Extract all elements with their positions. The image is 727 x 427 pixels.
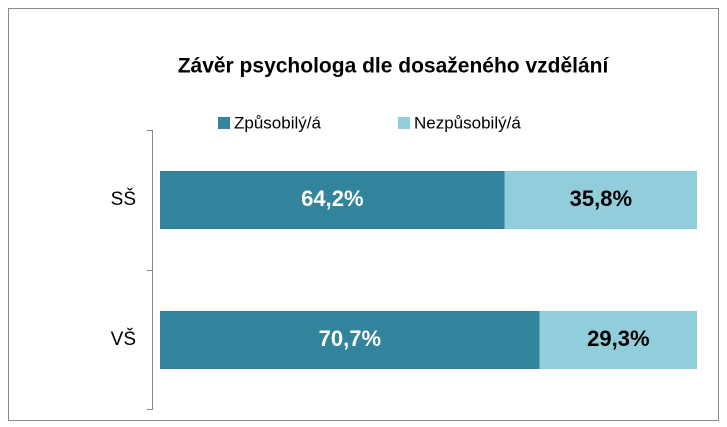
category-axis <box>147 130 153 410</box>
bar-segment <box>504 171 697 229</box>
data-label: 29,3% <box>587 326 649 351</box>
bar-segment <box>160 311 540 369</box>
data-label: 64,2% <box>301 186 363 211</box>
legend-label: Nezpůsobilý/á <box>414 113 521 132</box>
legend-swatch <box>398 117 410 129</box>
bar-segment <box>539 311 697 369</box>
y-tick-label: VŠ <box>111 328 136 350</box>
data-label: 70,7% <box>319 326 381 351</box>
legend-label: Způsobilý/á <box>234 113 321 132</box>
chart-title: Závěr psychologa dle dosaženého vzdělání <box>178 55 610 78</box>
data-label: 35,8% <box>570 186 632 211</box>
legend-swatch <box>218 117 230 129</box>
y-tick-label: SŠ <box>111 188 136 210</box>
bar-segment <box>160 171 505 229</box>
